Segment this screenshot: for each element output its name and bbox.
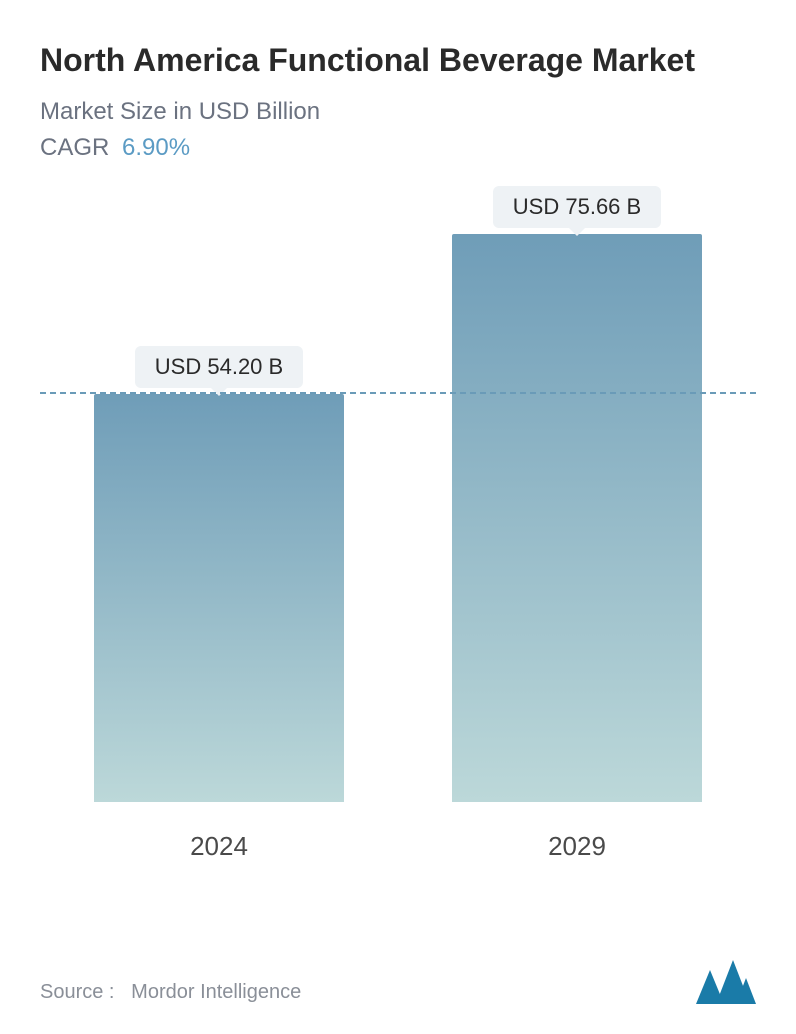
bar-column: USD 75.66 B [452,186,702,802]
chart-header: North America Functional Beverage Market… [40,40,756,162]
cagr-label: CAGR [40,134,109,161]
value-pill: USD 54.20 B [135,346,303,388]
bar [94,394,344,802]
brand-logo-icon [696,960,756,1004]
source-name: Mordor Intelligence [131,981,301,1003]
x-axis-label: 2029 [452,831,702,862]
source-label: Source : [40,981,114,1003]
chart-area: USD 54.20 BUSD 75.66 B 2024 2029 [40,202,756,862]
bars-container: USD 54.20 BUSD 75.66 B [40,202,756,802]
chart-footer: Source : Mordor Intelligence [40,960,756,1004]
x-axis-labels: 2024 2029 [40,831,756,862]
x-axis-label: 2024 [94,831,344,862]
bar-column: USD 54.20 B [94,346,344,802]
cagr-row: CAGR 6.90% [40,134,756,162]
value-pill: USD 75.66 B [493,186,661,228]
chart-title: North America Functional Beverage Market [40,40,756,80]
reference-line [40,392,756,394]
cagr-value: 6.90% [122,134,190,161]
source-text: Source : Mordor Intelligence [40,981,301,1004]
bar [452,234,702,802]
chart-subtitle: Market Size in USD Billion [40,98,756,126]
